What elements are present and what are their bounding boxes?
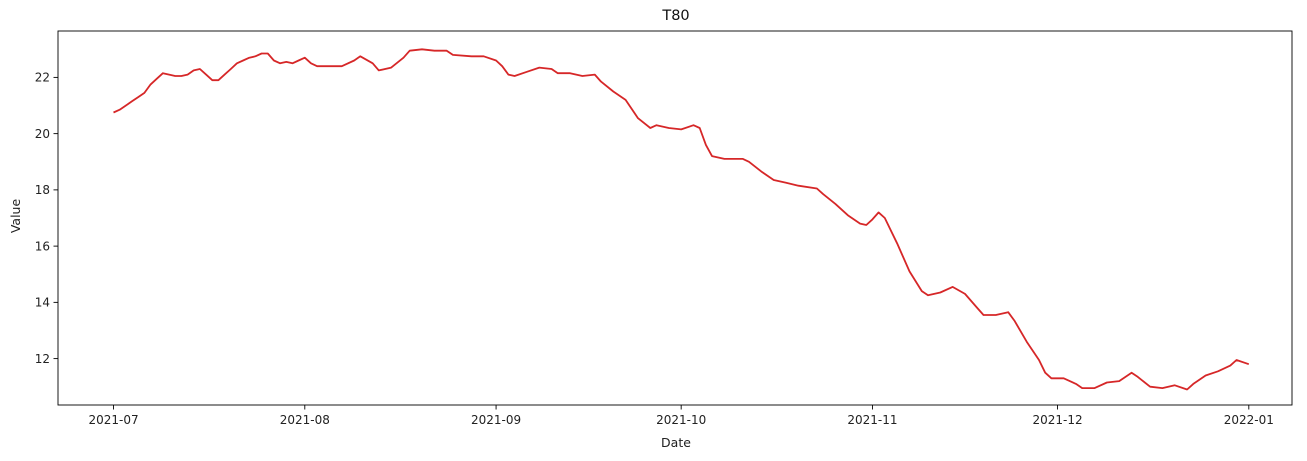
x-axis-label: Date: [661, 435, 691, 450]
y-tick-label: 14: [35, 296, 50, 310]
x-tick-label: 2021-07: [88, 413, 138, 427]
y-tick-label: 18: [35, 183, 50, 197]
series-line-T80: [113, 48, 1250, 391]
x-tick-label: 2021-10: [656, 413, 706, 427]
y-axis: 12 14 16 18 20 22: [35, 71, 58, 366]
y-tick-label: 20: [35, 127, 50, 141]
x-axis: 2021-07 2021-08 2021-09 2021-10 2021-11 2021-…: [88, 405, 1274, 427]
plot-area: [57, 30, 1293, 406]
plot-frame: [57, 30, 1293, 406]
y-tick-label: 12: [35, 352, 50, 366]
x-tick-label: 2022-01: [1224, 413, 1274, 427]
x-tick-label: 2021-09: [471, 413, 521, 427]
y-tick-label: 22: [35, 71, 50, 85]
x-tick-label: 2021-12: [1032, 413, 1082, 427]
x-tick-label: 2021-11: [847, 413, 897, 427]
y-axis-label: Value: [8, 199, 23, 234]
x-tick-label: 2021-08: [280, 413, 330, 427]
y-tick-label: 16: [35, 239, 50, 253]
chart-title: T80: [661, 8, 689, 24]
